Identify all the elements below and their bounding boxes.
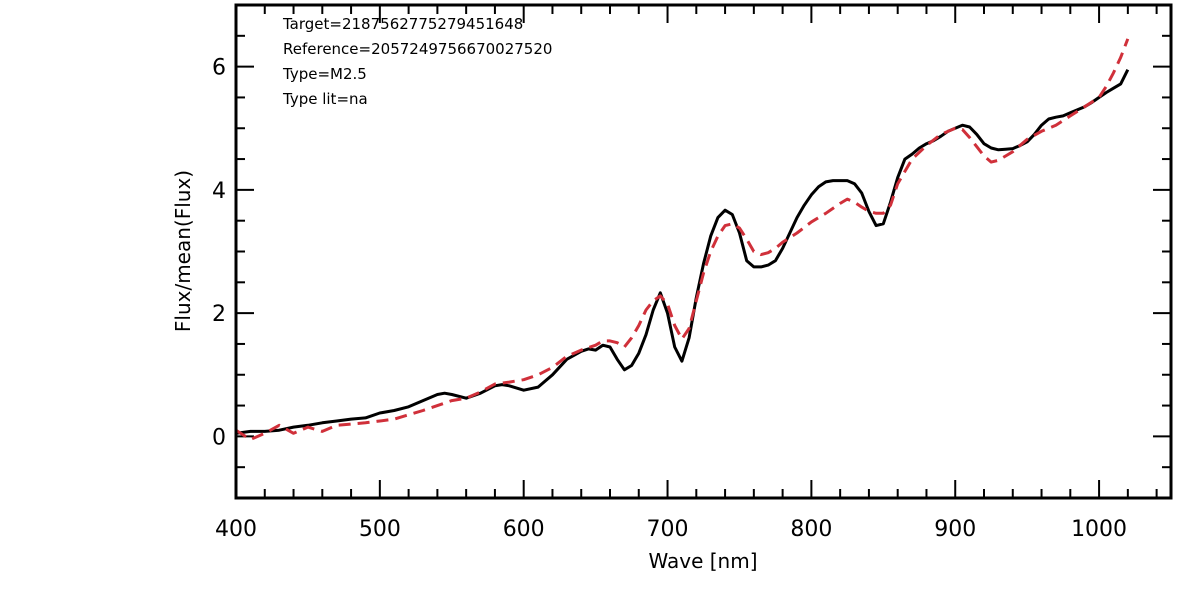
axis-ticks (235, 4, 1171, 499)
annotation-line: Target=2187562775279451648 (282, 15, 523, 33)
annotation-line: Reference=2057249756670027520 (283, 40, 552, 58)
y-tick-labels: 0 2 4 6 (212, 56, 226, 451)
target-spectrum-line (235, 69, 1130, 435)
x-tick-labels: 400 500 600 700 800 900 1000 (215, 517, 1127, 542)
x-tick-label: 600 (503, 517, 545, 542)
x-axis-label: Wave [nm] (648, 549, 757, 573)
x-tick-label: 800 (790, 517, 832, 542)
y-tick-label: 0 (212, 425, 226, 450)
y-tick-label: 6 (212, 56, 226, 81)
x-tick-label: 500 (359, 517, 401, 542)
x-tick-label: 1000 (1071, 517, 1127, 542)
y-axis-label: Flux/mean(Flux) (171, 170, 195, 332)
annotation-line: Type lit=na (282, 90, 368, 108)
series-layer (235, 38, 1130, 441)
reference-spectrum-line (235, 38, 1130, 441)
y-tick-label: 2 (212, 302, 226, 327)
y-tick-label: 4 (212, 179, 226, 204)
annotation-line: Type=M2.5 (282, 65, 367, 83)
x-tick-label: 400 (215, 517, 257, 542)
x-tick-label: 700 (647, 517, 689, 542)
annotation-block: Target=2187562775279451648 Reference=2057… (282, 15, 552, 108)
plot-frame (234, 3, 1173, 500)
x-tick-label: 900 (934, 517, 976, 542)
